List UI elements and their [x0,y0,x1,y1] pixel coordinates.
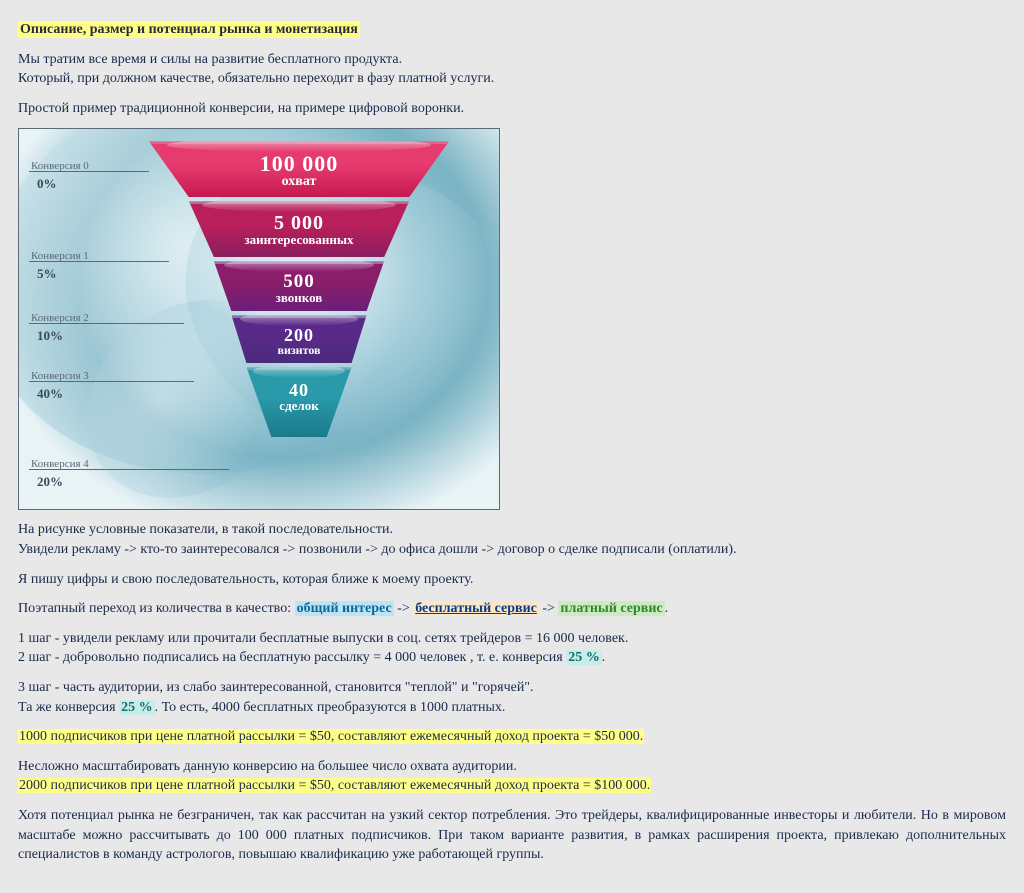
conversion-label: Конверсия 4 [31,457,89,472]
intro-block: Мы тратим все время и силы на развитие б… [18,50,1006,89]
i-write-line: Я пишу цифры и свою последовательность, … [18,570,1006,590]
steps-block-1: 1 шаг - увидели рекламу или прочитали бе… [18,629,1006,668]
conversion-percent: 20% [37,473,63,491]
after-fig-line-2: Увидели рекламу -> кто-то заинтересовалс… [18,542,736,557]
section-title: Описание, размер и потенциал рынка и мон… [18,21,360,38]
steps-block-2: 3 шаг - часть аудитории, из слабо заинте… [18,678,1006,717]
step-3-pct: 25 % [119,700,155,715]
intro-line-1: Мы тратим все время и силы на развитие б… [18,52,402,67]
conversion-label: Конверсия 1 [31,249,89,264]
step-1: 1 шаг - увидели рекламу или прочитали бе… [18,631,628,646]
stage-label: звонков [214,291,384,304]
step-3-line-1: 3 шаг - часть аудитории, из слабо заинте… [18,680,534,695]
phased-sep-1: -> [394,601,414,616]
stage-number: 100 000 [149,153,449,175]
scale-intro: Несложно масштабировать данную конверсию… [18,759,517,774]
after-figure-block: На рисунке условные показатели, в такой … [18,520,1006,559]
funnel-figure: Конверсия 00% Конверсия 15% Конверсия 210%… [18,128,500,510]
step-3-line-2-pre: Та же конверсия [18,700,119,715]
phased-green: платный сервис [558,601,664,616]
document-page: Описание, размер и потенциал рынка и мон… [0,0,1024,893]
funnel-stage: 200визитов [232,315,367,363]
conversion-label: Конверсия 3 [31,369,89,384]
stage-label: охват [149,175,449,189]
title-block: Описание, размер и потенциал рынка и мон… [18,20,1006,40]
free-service-link[interactable]: бесплатный сервис [413,601,539,616]
final-paragraph: Хотя потенциал рынка не безграничен, так… [18,806,1006,865]
stage-label: визитов [232,344,367,356]
step-2-pre: 2 шаг - добровольно подписались на беспл… [18,650,566,665]
stage-number: 5 000 [189,213,409,233]
phased-blue: общий интерес [295,601,394,616]
conversion-percent: 5% [37,265,57,283]
step-2-post: . [602,650,606,665]
conversion-percent: 10% [37,327,63,345]
revenue-1: 1000 подписчиков при цене платной рассыл… [18,727,1006,747]
revenue-line-1: 1000 подписчиков при цене платной рассыл… [18,729,644,744]
stage-number: 40 [247,381,352,399]
stage-number: 500 [214,272,384,291]
step-2-pct: 25 % [566,650,602,665]
revenue-line-2: 2000 подписчиков при цене платной рассыл… [18,778,651,793]
after-fig-line-1: На рисунке условные показатели, в такой … [18,522,393,537]
conversion-label: Конверсия 0 [31,159,89,174]
funnel-stage: 500звонков [214,261,384,311]
phased-prefix: Поэтапный переход из количества в качест… [18,601,295,616]
scale-block: Несложно масштабировать данную конверсию… [18,757,1006,796]
phased-suffix: . [665,601,669,616]
phased-sep-2: -> [539,601,559,616]
stage-label: сделок [247,399,352,412]
conversion-percent: 40% [37,385,63,403]
example-intro: Простой пример традиционной конверсии, н… [18,99,1006,119]
conversion-percent: 0% [37,175,57,193]
funnel-stage: 5 000заинтересованных [189,201,409,257]
stage-label: заинтересованных [189,233,409,246]
funnel-stage: 100 000охват [149,141,449,197]
step-3-line-2-post: . То есть, 4000 бесплатных преобразуются… [155,700,506,715]
stage-number: 200 [232,326,367,344]
conversion-label: Конверсия 2 [31,311,89,326]
phased-line: Поэтапный переход из количества в качест… [18,599,1006,619]
intro-line-2: Который, при должном качестве, обязатель… [18,71,494,86]
